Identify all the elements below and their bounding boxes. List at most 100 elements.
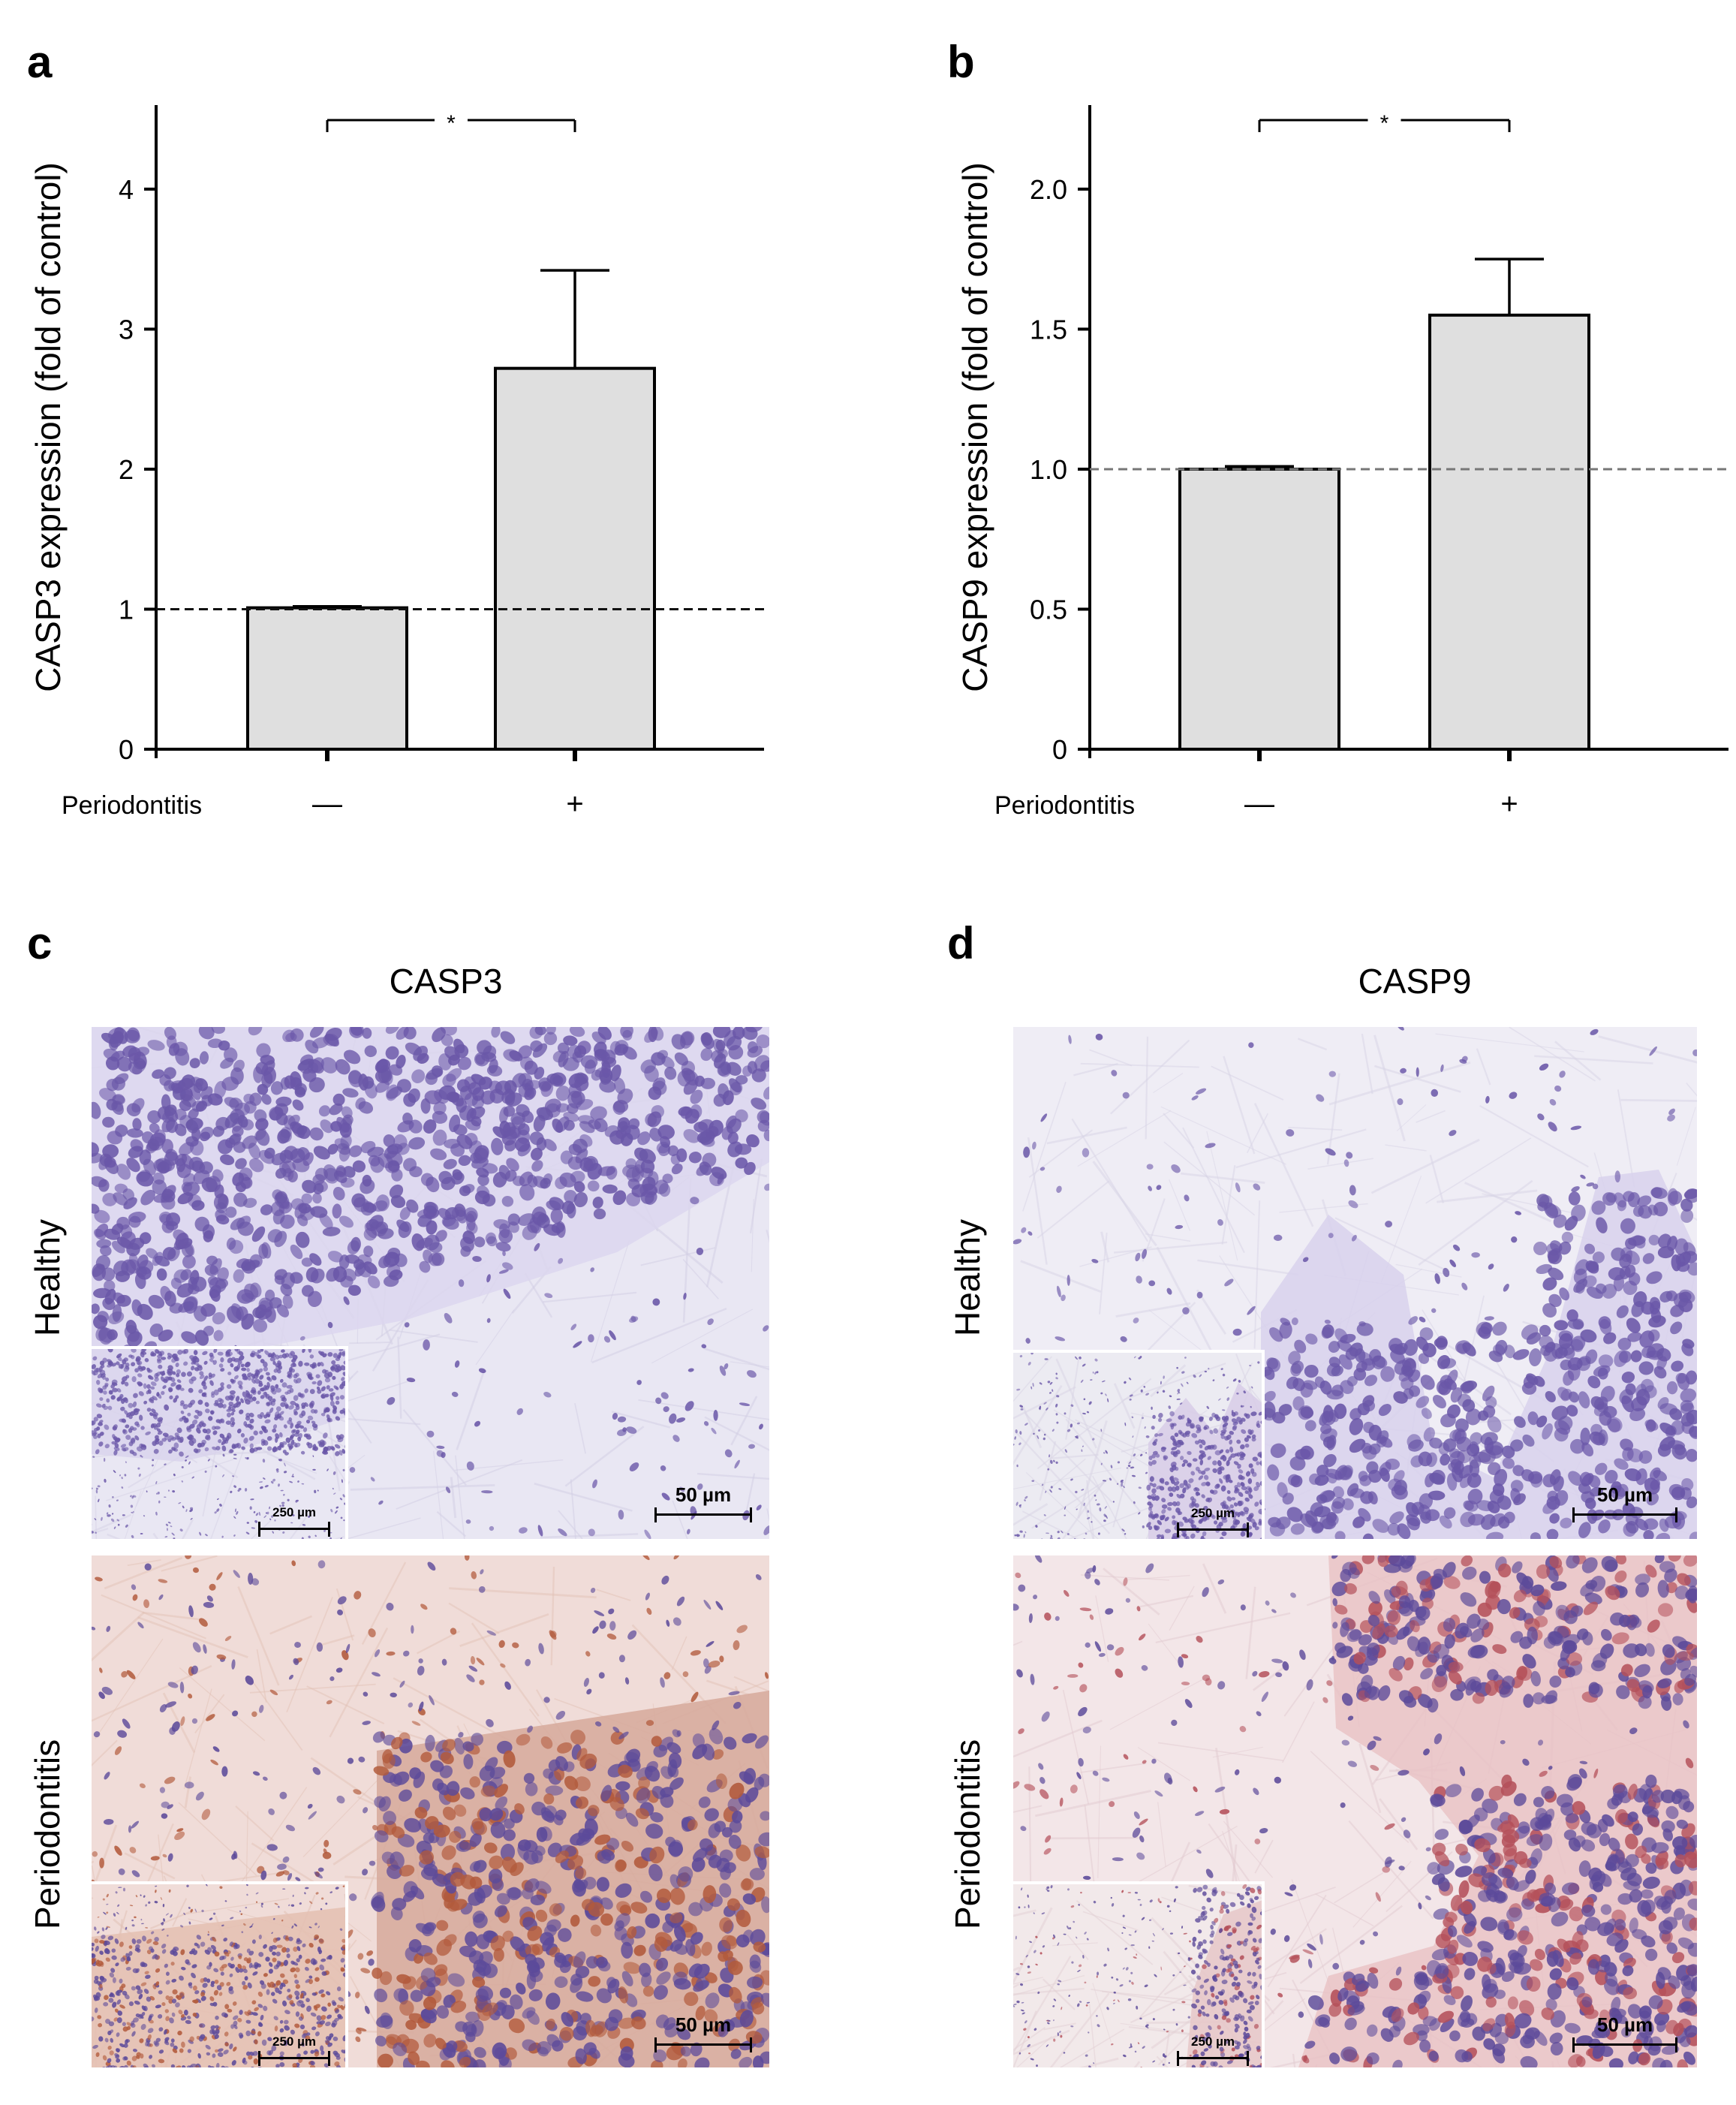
- nucleus: [271, 2045, 277, 2052]
- nucleus: [258, 1952, 264, 1957]
- nucleus: [518, 1213, 535, 1226]
- micrograph-casp9-healthy-image: [1013, 1027, 1697, 1539]
- nucleus: [296, 1378, 302, 1384]
- nucleus: [338, 1215, 354, 1228]
- nucleus: [147, 1389, 152, 1394]
- nucleus: [592, 1626, 599, 1634]
- nucleus: [441, 2060, 455, 2067]
- nucleus: [608, 1608, 615, 1615]
- nucleus: [1389, 1511, 1404, 1524]
- nucleus: [139, 1783, 146, 1789]
- nucleus: [327, 1143, 338, 1155]
- fiber: [1077, 1110, 1172, 1167]
- nucleus: [612, 1726, 620, 1733]
- nucleus: [191, 1200, 205, 1211]
- nucleus: [220, 1057, 234, 1069]
- nucleus: [283, 1471, 287, 1474]
- nucleus: [1196, 1291, 1203, 1299]
- nucleus: [161, 1813, 168, 1819]
- nucleus: [290, 1429, 296, 1434]
- nucleus: [231, 1379, 236, 1384]
- nucleus: [272, 1918, 275, 1920]
- nucleus: [1426, 1452, 1437, 1468]
- nucleus: [471, 1733, 484, 1746]
- nucleus: [212, 1746, 220, 1752]
- nucleus: [281, 1353, 287, 1359]
- nucleus: [373, 1766, 390, 1776]
- nucleus: [305, 1266, 319, 1282]
- inset-scale-label: 250 µm: [272, 1505, 316, 1519]
- nucleus: [335, 2055, 341, 2060]
- nucleus: [111, 1077, 126, 1091]
- nucleus: [381, 1068, 393, 1086]
- fiber: [178, 1802, 257, 1876]
- nucleus: [1566, 1405, 1578, 1417]
- nucleus: [444, 1138, 461, 1149]
- nucleus: [669, 1777, 684, 1790]
- nucleus: [179, 1417, 184, 1422]
- nucleus: [465, 1931, 478, 1947]
- nucleus: [764, 1183, 769, 1191]
- nucleus: [335, 1059, 351, 1075]
- nucleus: [92, 1626, 96, 1631]
- nucleus: [96, 1403, 102, 1408]
- nucleus: [191, 1665, 198, 1675]
- nucleus: [282, 1294, 293, 1309]
- nucleus: [290, 1028, 304, 1042]
- nucleus: [283, 1959, 288, 1966]
- nucleus: [200, 1977, 205, 1983]
- nucleus: [286, 1384, 293, 1389]
- nucleus: [320, 1057, 338, 1074]
- nucleus: [704, 1665, 712, 1674]
- nucleus: [435, 2037, 447, 2050]
- nucleus: [255, 1513, 259, 1516]
- nucleus: [213, 1389, 219, 1396]
- nucleus: [116, 1911, 119, 1915]
- nucleus: [707, 1318, 714, 1326]
- fiber: [1110, 1039, 1190, 1115]
- nucleus: [600, 1897, 613, 1910]
- fiber: [106, 1458, 236, 1501]
- nucleus: [95, 1489, 98, 1494]
- nucleus: [642, 1986, 654, 1997]
- nucleus: [390, 1692, 397, 1698]
- nucleus: [287, 1390, 292, 1395]
- nucleus: [292, 1474, 294, 1477]
- nucleus: [651, 1052, 666, 1066]
- nucleus: [233, 1453, 237, 1456]
- nucleus: [537, 1525, 543, 1537]
- fiber: [1080, 1062, 1199, 1068]
- nucleus: [181, 1480, 184, 1483]
- nucleus: [229, 2043, 233, 2049]
- nucleus: [624, 1993, 638, 2007]
- nucleus: [650, 1811, 663, 1823]
- fiber: [1297, 1037, 1328, 1051]
- nucleus: [123, 2043, 128, 2048]
- nucleus: [114, 1437, 120, 1442]
- nucleus: [203, 1644, 207, 1654]
- nucleus: [132, 1495, 137, 1498]
- nucleus: [378, 1796, 391, 1812]
- nucleus: [130, 2022, 136, 2028]
- nucleus: [1680, 1388, 1697, 1403]
- nucleus: [302, 1068, 317, 1083]
- nucleus: [1587, 1375, 1601, 1389]
- nucleus: [233, 1358, 240, 1363]
- nucleus: [618, 1510, 624, 1520]
- nucleus: [109, 1390, 113, 1395]
- nucleus: [543, 1031, 558, 1046]
- nucleus: [423, 1249, 433, 1263]
- nucleus: [270, 1992, 275, 1996]
- nucleus: [341, 1949, 345, 1955]
- nucleus: [1639, 1330, 1655, 1348]
- nucleus: [149, 2055, 152, 2059]
- nucleus: [1478, 1326, 1491, 1339]
- nucleus: [503, 1288, 511, 1299]
- nucleus: [185, 2019, 191, 2025]
- row-label-healthy-left: Healthy: [28, 1219, 67, 1336]
- nucleus: [1342, 1498, 1354, 1510]
- nucleus: [326, 1991, 331, 1995]
- fiber: [590, 1240, 630, 1363]
- nucleus: [109, 1992, 114, 1998]
- fiber: [1100, 1231, 1110, 1263]
